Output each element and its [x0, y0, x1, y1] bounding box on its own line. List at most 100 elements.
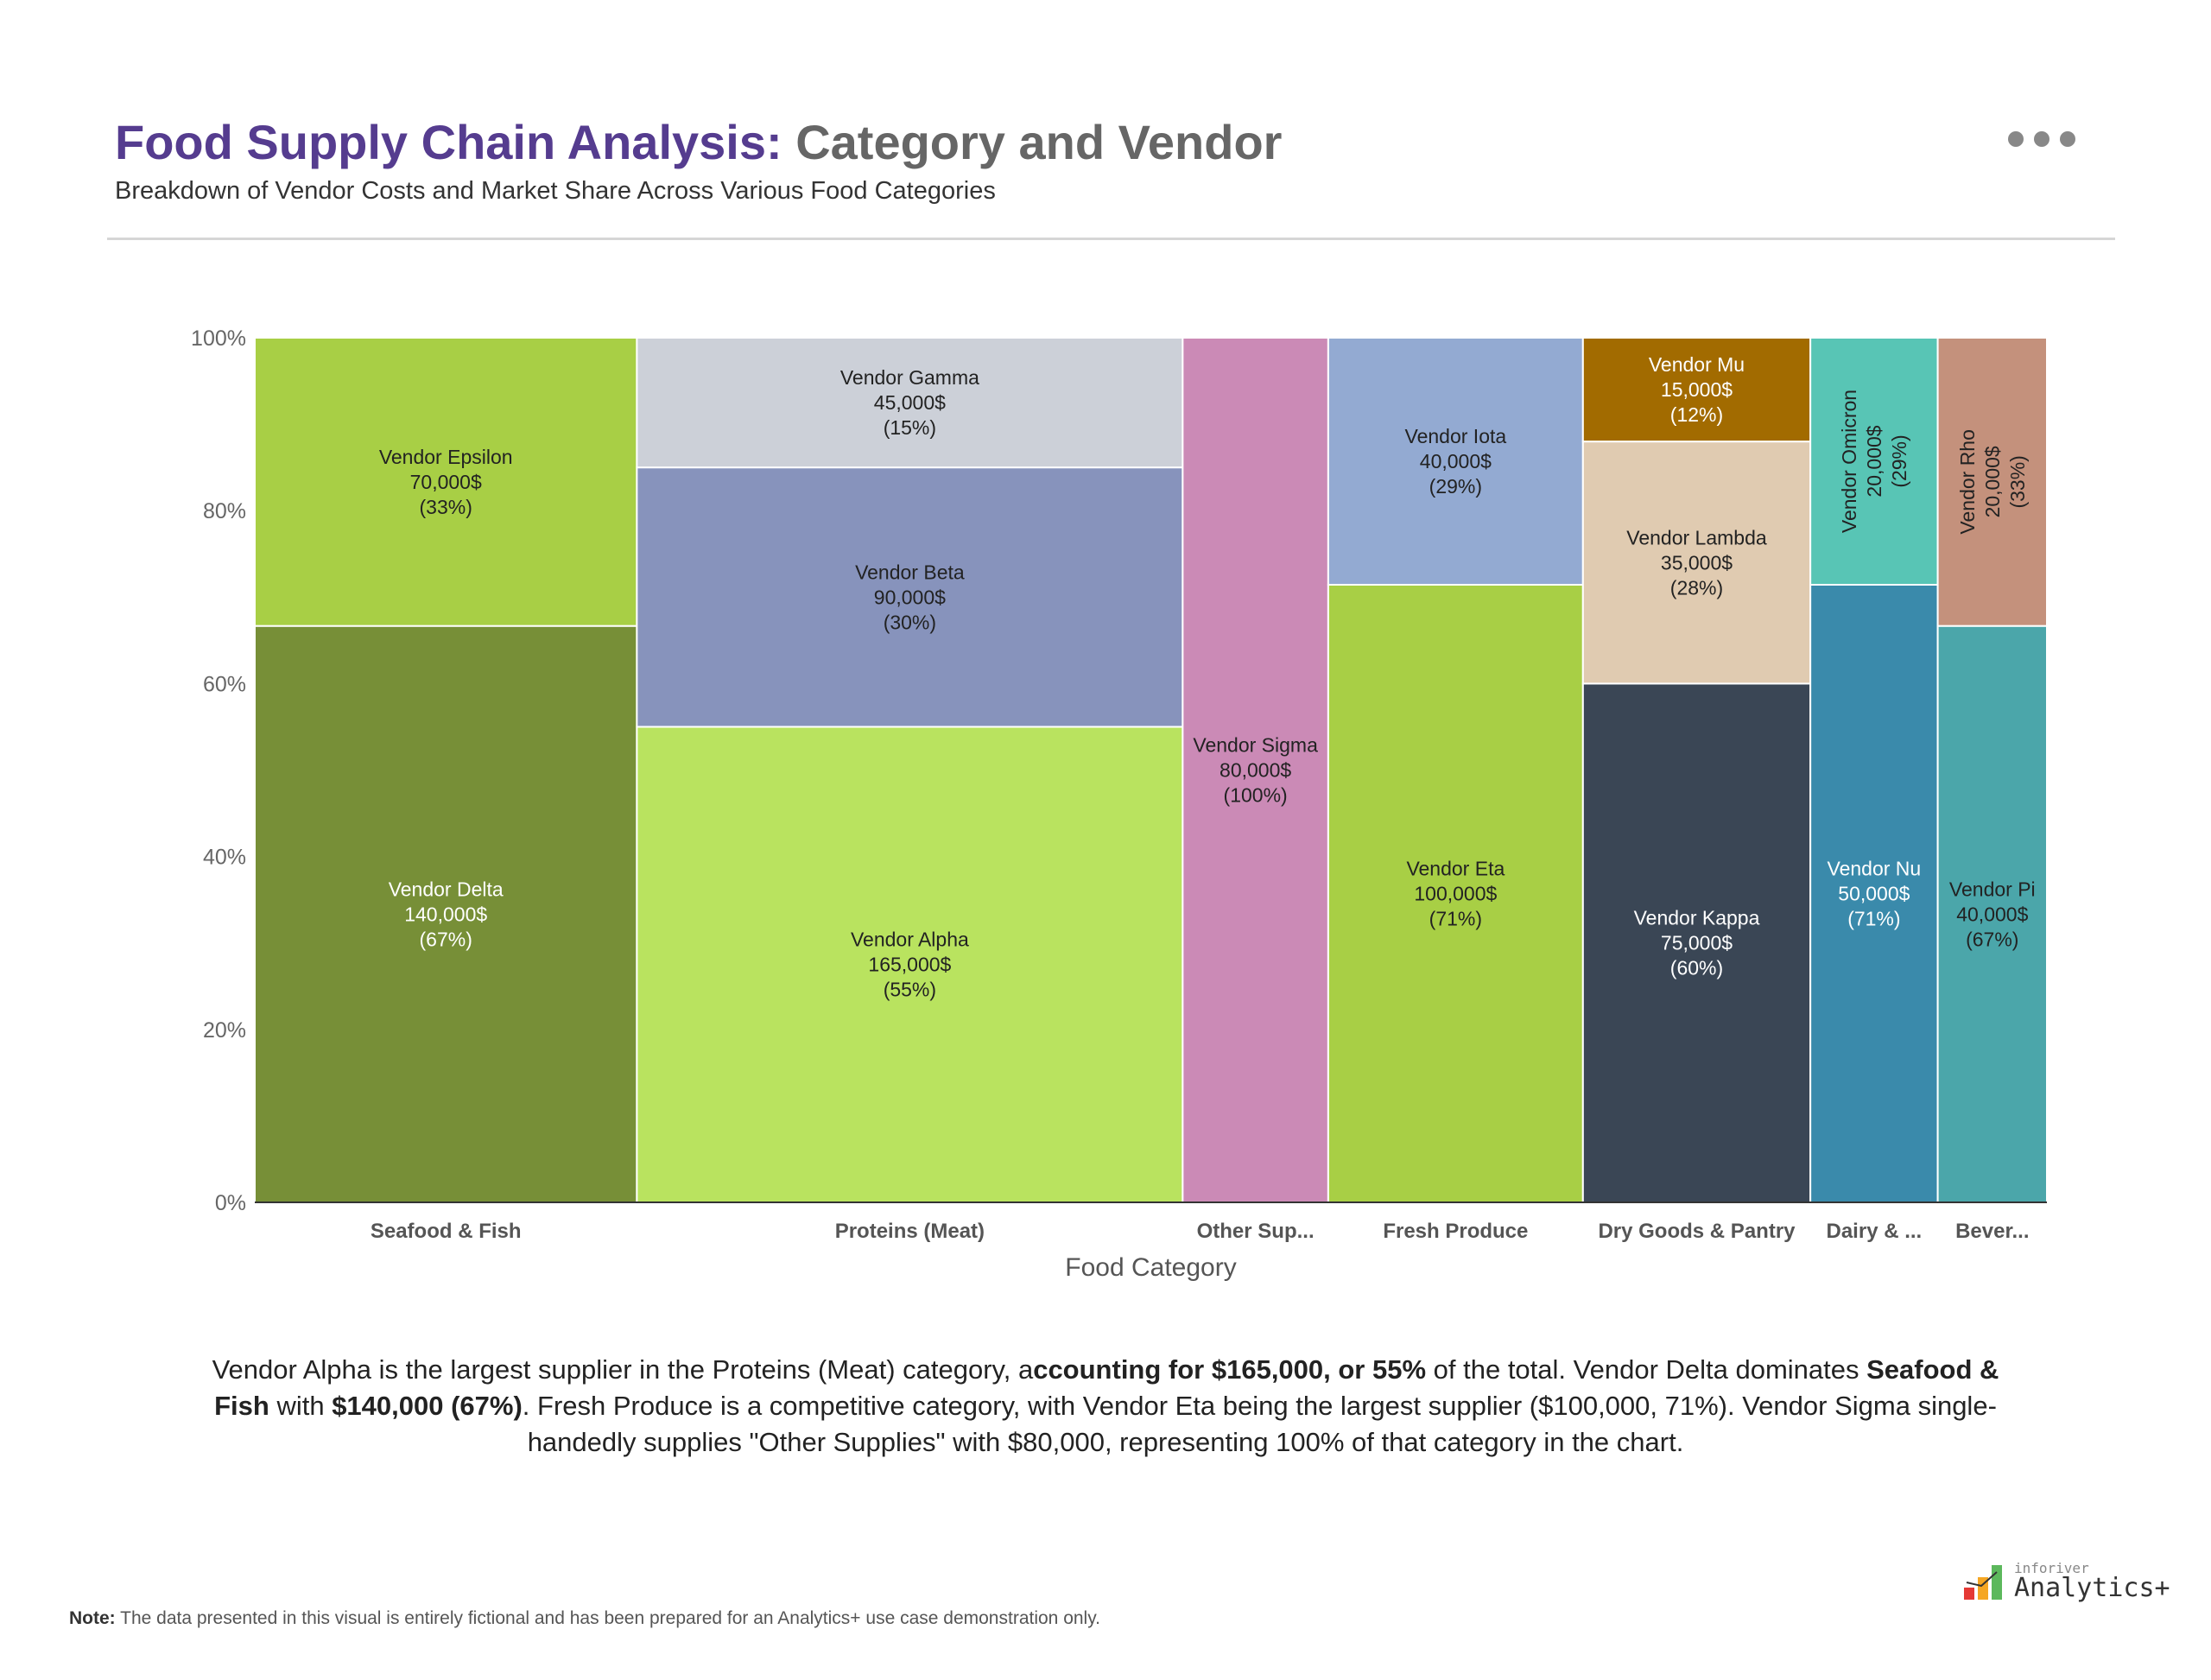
- segment-label: Vendor Eta 100,000$ (71%): [1406, 858, 1505, 930]
- segment-label-name: Vendor Rho: [1956, 429, 1979, 534]
- title-main: Food Supply Chain Analysis:: [115, 115, 782, 169]
- segment-vendor-beta[interactable]: [636, 466, 1184, 728]
- x-category-label: Proteins (Meat): [835, 1220, 985, 1243]
- segment-label-name: Vendor Mu: [1649, 353, 1745, 376]
- segment-vendor-iota[interactable]: [1327, 337, 1584, 586]
- x-category-label: Bever...: [1955, 1220, 2029, 1243]
- segment-label-pct-label: (55%): [884, 979, 936, 1001]
- summary-segment: ccounting for $165,000, or 55%: [1033, 1354, 1427, 1385]
- segment-label-value-label: 75,000$: [1661, 932, 1733, 954]
- category-column: Vendor Pi 40,000$ (67%) Vendor Rho 20,000$ (3…: [1936, 337, 2048, 1203]
- segment-label-pct-label: (60%): [1670, 957, 1723, 979]
- segment-label: Vendor Kappa 75,000$ (60%): [1634, 907, 1760, 979]
- segment-label-value-label: 70,000$: [410, 471, 482, 493]
- segment-label-value-label: 40,000$: [1420, 450, 1492, 472]
- segment-label: Vendor Omicron 20,000$ (29%): [1838, 390, 1910, 533]
- more-horizontal-icon: [2008, 131, 2024, 147]
- segment-vendor-mu[interactable]: [1581, 337, 1812, 443]
- header-divider: [107, 238, 2115, 240]
- segment-label-value-label: 140,000$: [404, 903, 487, 925]
- segment-label-name: Vendor Gamma: [840, 366, 979, 389]
- page-title: Food Supply Chain Analysis: Category and…: [115, 114, 1282, 170]
- x-axis-title: Food Category: [1065, 1253, 1236, 1282]
- logo-small-text: inforiver: [2014, 1560, 2089, 1576]
- category-column: Vendor Alpha 165,000$ (55%) Vendor Beta 90,0…: [636, 337, 1184, 1203]
- y-tick-label: 20%: [203, 1018, 246, 1043]
- summary-text: Vendor Alpha is the largest supplier in …: [199, 1352, 2012, 1461]
- segment-label: Vendor Pi 40,000$ (67%): [1949, 878, 2036, 950]
- logo-big-text: Analytics+: [2014, 1573, 2170, 1603]
- segment-label-name: Vendor Kappa: [1634, 907, 1760, 929]
- segment-label-name: Vendor Epsilon: [379, 446, 513, 468]
- segment-label-pct-label: (71%): [1429, 908, 1482, 930]
- segment-label-pct-label: (67%): [1966, 928, 2018, 950]
- category-column: Vendor Sigma 80,000$ (100%): [1182, 337, 1329, 1203]
- more-horizontal-icon: [2060, 131, 2075, 147]
- x-category-label: Fresh Produce: [1383, 1220, 1528, 1243]
- segment-label-name: Vendor Delta: [389, 878, 504, 900]
- segment-label: Vendor Gamma 45,000$ (15%): [840, 366, 979, 439]
- segment-label: Vendor Beta 90,000$ (30%): [855, 561, 965, 633]
- segment-label-pct-label: (12%): [1670, 403, 1723, 426]
- segment-label-pct-label: (29%): [1429, 475, 1482, 498]
- x-category-label: Seafood & Fish: [371, 1220, 522, 1243]
- category-column: Vendor Nu 50,000$ (71%) Vendor Omicron 20,00…: [1809, 337, 1939, 1203]
- segment-label-pct-label: (30%): [884, 611, 936, 633]
- segment-label-name: Vendor Pi: [1949, 878, 2036, 900]
- segment-label-pct-label: (100%): [1224, 784, 1288, 807]
- segment-label-pct-label: (67%): [420, 928, 472, 950]
- summary-segment: Seafood & Fish: [214, 1354, 1999, 1421]
- segment-label-value-label: 80,000$: [1220, 759, 1291, 782]
- segment-vendor-rho[interactable]: [1936, 337, 2048, 627]
- segment-vendor-gamma[interactable]: [636, 337, 1184, 469]
- segment-label-value-label: 40,000$: [1956, 903, 2028, 925]
- analytics-plus-logo: inforiver Analytics+: [1962, 1562, 2170, 1601]
- segment-vendor-alpha[interactable]: [636, 726, 1184, 1203]
- segment-label: Vendor Nu 50,000$ (71%): [1828, 858, 1922, 930]
- segment-vendor-epsilon[interactable]: [254, 337, 638, 627]
- y-tick-label: 40%: [203, 846, 246, 870]
- segment-label-value-label: 100,000$: [1414, 883, 1497, 905]
- segment-label-value-label: 50,000$: [1838, 883, 1910, 905]
- segment-label-name: Vendor Eta: [1406, 858, 1505, 880]
- page-subtitle: Breakdown of Vendor Costs and Market Sha…: [115, 177, 996, 205]
- summary-segment: $140,000 (67%): [332, 1391, 523, 1421]
- more-horizontal-icon: [2034, 131, 2049, 147]
- segment-label-pct-label: (33%): [2006, 455, 2029, 508]
- segment-label-pct-label: (15%): [884, 416, 936, 439]
- y-tick-label: 0%: [215, 1191, 246, 1215]
- footer-note: Note: The data presented in this visual …: [69, 1608, 1100, 1629]
- summary-segment: with: [269, 1391, 333, 1421]
- more-options-button[interactable]: [2008, 131, 2075, 147]
- segment-label-value-label: 45,000$: [874, 391, 946, 414]
- segment-label-name: Vendor Omicron: [1838, 390, 1860, 533]
- segment-label: Vendor Epsilon 70,000$ (33%): [379, 446, 513, 518]
- summary-segment: of the total. Vendor Delta dominates: [1426, 1354, 1867, 1385]
- y-tick-label: 80%: [203, 499, 246, 523]
- note-text: The data presented in this visual is ent…: [115, 1608, 1100, 1628]
- segment-label-value-label: 20,000$: [1863, 425, 1885, 497]
- segment-vendor-omicron[interactable]: [1809, 337, 1939, 586]
- segment-label-name: Vendor Iota: [1405, 425, 1507, 447]
- x-category-label: Dairy & ...: [1827, 1220, 1923, 1243]
- segment-label-name: Vendor Lambda: [1626, 526, 1767, 548]
- y-tick-label: 60%: [203, 672, 246, 696]
- segment-label: Vendor Sigma 80,000$ (100%): [1193, 734, 1318, 807]
- segment-vendor-delta[interactable]: [254, 624, 638, 1203]
- category-column: Vendor Delta 140,000$ (67%) Vendor Epsilon 7…: [254, 337, 638, 1203]
- segment-label: Vendor Alpha 165,000$ (55%): [851, 929, 969, 1001]
- segment-label-value-label: 20,000$: [1981, 446, 2004, 517]
- y-tick-label: 100%: [191, 326, 246, 351]
- summary-segment: Vendor Alpha is the largest supplier in …: [212, 1354, 1034, 1385]
- segment-label-name: Vendor Sigma: [1193, 734, 1318, 757]
- segment-vendor-nu[interactable]: [1809, 584, 1939, 1203]
- segment-label: Vendor Mu 15,000$ (12%): [1649, 353, 1745, 426]
- segment-vendor-kappa[interactable]: [1581, 682, 1812, 1203]
- segment-label: Vendor Lambda 35,000$ (28%): [1626, 526, 1767, 599]
- segment-label-value-label: 90,000$: [874, 586, 946, 608]
- title-rest: Category and Vendor: [782, 115, 1283, 169]
- summary-segment: . Fresh Produce is a competitive categor…: [522, 1391, 1997, 1457]
- segment-label-pct-label: (29%): [1888, 434, 1910, 487]
- x-category-label: Dry Goods & Pantry: [1598, 1220, 1796, 1243]
- category-column: Vendor Kappa 75,000$ (60%) Vendor Lambda 35,…: [1581, 337, 1812, 1203]
